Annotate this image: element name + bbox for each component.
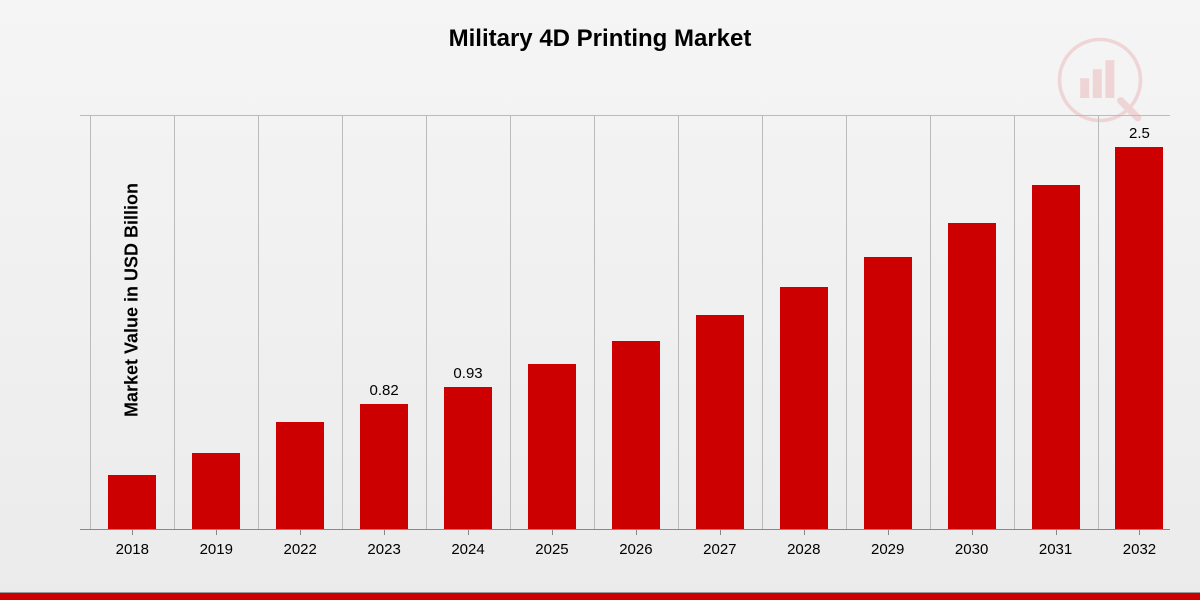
x-axis-tick — [972, 529, 973, 535]
x-axis-tick — [720, 529, 721, 535]
watermark-logo — [1055, 35, 1145, 125]
bar — [108, 475, 156, 529]
plot-area: 2018201920220.8220230.932024202520262027… — [80, 115, 1170, 530]
x-axis-label: 2024 — [451, 541, 484, 558]
x-axis-label: 2019 — [200, 541, 233, 558]
x-axis-tick — [636, 529, 637, 535]
bar — [780, 287, 828, 529]
x-axis-tick — [804, 529, 805, 535]
bar — [1032, 185, 1080, 529]
x-axis-tick — [888, 529, 889, 535]
x-axis-label: 2031 — [1039, 541, 1072, 558]
bar: 0.93 — [444, 387, 492, 529]
grid-line — [930, 116, 931, 529]
x-axis-tick — [384, 529, 385, 535]
x-axis-label: 2025 — [535, 541, 568, 558]
chart-container: Military 4D Printing Market Market Value… — [0, 0, 1200, 600]
bar — [864, 257, 912, 529]
bottom-accent-bar — [0, 592, 1200, 600]
x-axis-tick — [1056, 529, 1057, 535]
x-axis-tick — [1139, 529, 1140, 535]
grid-line — [678, 116, 679, 529]
grid-line — [1014, 116, 1015, 529]
bar — [528, 364, 576, 529]
grid-line — [174, 116, 175, 529]
x-axis-tick — [132, 529, 133, 535]
grid-line — [510, 116, 511, 529]
chart-title: Military 4D Printing Market — [449, 25, 752, 53]
x-axis-tick — [468, 529, 469, 535]
bar: 0.82 — [360, 404, 408, 529]
bar-value-label: 0.82 — [370, 382, 399, 399]
x-axis-label: 2032 — [1123, 541, 1156, 558]
grid-line — [258, 116, 259, 529]
grid-line — [762, 116, 763, 529]
x-axis-tick — [216, 529, 217, 535]
bar-value-label: 2.5 — [1129, 125, 1150, 142]
bar-value-label: 0.93 — [453, 365, 482, 382]
x-axis-label: 2028 — [787, 541, 820, 558]
grid-line — [90, 116, 91, 529]
bar: 2.5 — [1115, 147, 1163, 529]
x-axis-label: 2018 — [116, 541, 149, 558]
x-axis-tick — [300, 529, 301, 535]
x-axis-label: 2030 — [955, 541, 988, 558]
grid-line — [426, 116, 427, 529]
bar — [612, 341, 660, 529]
bar — [276, 422, 324, 529]
x-axis-label: 2027 — [703, 541, 736, 558]
bar — [192, 453, 240, 529]
x-axis-label: 2026 — [619, 541, 652, 558]
x-axis-label: 2029 — [871, 541, 904, 558]
bar — [696, 315, 744, 529]
grid-line — [846, 116, 847, 529]
x-axis-label: 2023 — [367, 541, 400, 558]
x-axis-label: 2022 — [283, 541, 316, 558]
bar — [948, 223, 996, 529]
grid-line — [342, 116, 343, 529]
x-axis-tick — [552, 529, 553, 535]
grid-line — [1098, 116, 1099, 529]
grid-line — [594, 116, 595, 529]
